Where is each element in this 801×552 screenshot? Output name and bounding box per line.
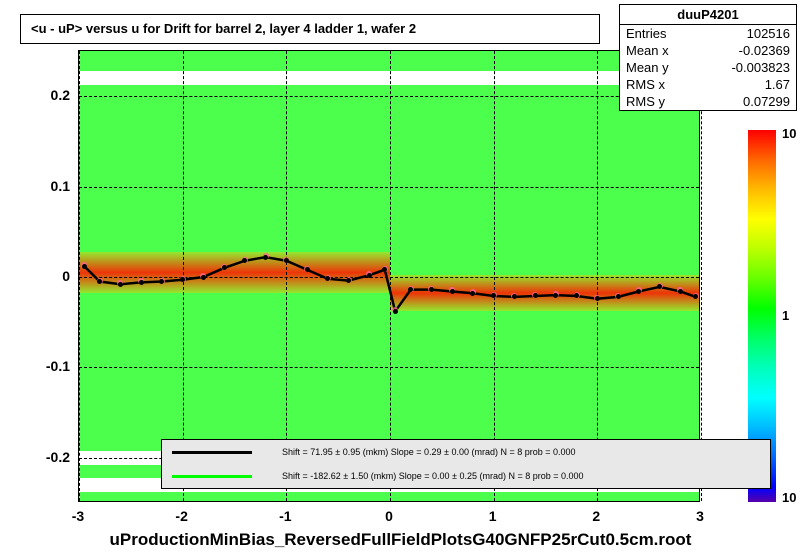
stats-rmsy: RMS y 0.07299 bbox=[620, 93, 796, 110]
stats-meany: Mean y -0.003823 bbox=[620, 59, 796, 76]
y-tick-label: 0 bbox=[20, 268, 70, 284]
stats-rmsx: RMS x 1.67 bbox=[620, 76, 796, 93]
plot-title: <u - uP> versus u for Drift for barrel 2… bbox=[20, 14, 600, 44]
fit-row-1: Shift = 71.95 ± 0.95 (mkm) Slope = 0.29 … bbox=[162, 440, 770, 464]
x-tick-label: 0 bbox=[374, 508, 404, 524]
colorbar-tick-label: 10 bbox=[782, 126, 796, 141]
colorbar-tick-label: 10 bbox=[782, 490, 796, 505]
stats-name: duuP4201 bbox=[620, 5, 796, 25]
x-tick-label: -1 bbox=[270, 508, 300, 524]
y-tick-label: -0.1 bbox=[20, 358, 70, 374]
stats-box: duuP4201 Entries 102516 Mean x -0.02369 … bbox=[619, 4, 797, 111]
x-tick-label: -3 bbox=[63, 508, 93, 524]
y-tick-label: -0.2 bbox=[20, 449, 70, 465]
stats-meanx: Mean x -0.02369 bbox=[620, 42, 796, 59]
fit-line-black bbox=[172, 451, 252, 454]
x-tick-label: 3 bbox=[685, 508, 715, 524]
footer-filename: uProductionMinBias_ReversedFullFieldPlot… bbox=[0, 530, 801, 550]
fit-line-green bbox=[172, 475, 252, 478]
x-tick-label: 1 bbox=[478, 508, 508, 524]
y-tick-label: 0.2 bbox=[20, 87, 70, 103]
stats-entries: Entries 102516 bbox=[620, 25, 796, 42]
fit-row-2: Shift = -182.62 ± 1.50 (mkm) Slope = 0.0… bbox=[162, 464, 770, 488]
colorbar-tick-label: 1 bbox=[782, 308, 789, 323]
x-tick-label: 2 bbox=[581, 508, 611, 524]
x-tick-label: -2 bbox=[167, 508, 197, 524]
plot-area: Shift = 71.95 ± 0.95 (mkm) Slope = 0.29 … bbox=[78, 50, 700, 502]
y-tick-label: 0.1 bbox=[20, 178, 70, 194]
fit-legend: Shift = 71.95 ± 0.95 (mkm) Slope = 0.29 … bbox=[161, 439, 771, 489]
